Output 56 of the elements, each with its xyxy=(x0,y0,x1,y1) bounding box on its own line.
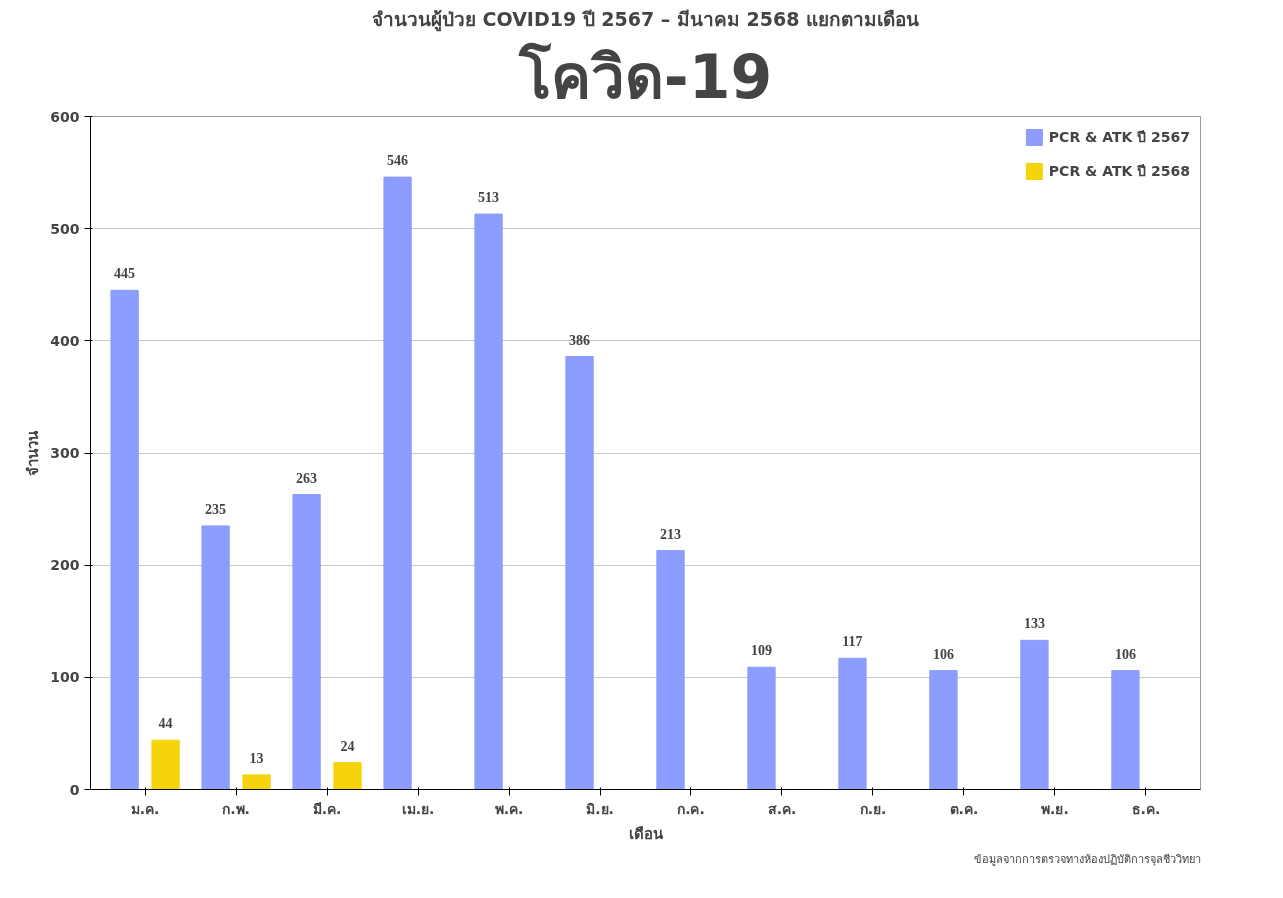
y-tick-label: 500 xyxy=(50,220,80,237)
data-label: 106 xyxy=(932,646,954,662)
y-tick-label: 600 xyxy=(50,108,80,125)
x-tick-label: ก.พ. xyxy=(222,800,250,817)
bar xyxy=(1020,639,1049,790)
y-tick-label: 400 xyxy=(50,332,80,349)
data-label: 133 xyxy=(1023,616,1045,632)
data-label: 235 xyxy=(205,501,227,517)
x-tick-label: เม.ย. xyxy=(401,800,435,817)
x-tick-label: มิ.ย. xyxy=(586,800,614,817)
bar xyxy=(838,657,867,790)
x-tick-label: ต.ค. xyxy=(949,800,979,817)
bar xyxy=(1111,670,1140,790)
data-label: 117 xyxy=(842,634,863,650)
chart-title: จำนวนผู้ป่วย COVID19 ปี 2567 – มีนาคม 2568 แยกตามเดือน xyxy=(371,7,920,32)
bar xyxy=(292,494,321,790)
data-label: 44 xyxy=(158,716,173,732)
x-tick-label: ม.ค. xyxy=(130,800,160,817)
bar xyxy=(110,289,139,790)
y-tick-label: 100 xyxy=(50,669,80,686)
bar xyxy=(929,670,958,790)
data-label: 263 xyxy=(296,470,318,486)
chart-subtitle: โควิด-19 xyxy=(517,41,773,112)
x-tick-label: ก.ค. xyxy=(677,800,705,817)
data-label: 513 xyxy=(478,190,500,206)
x-tick-label: ส.ค. xyxy=(767,800,797,817)
y-tick-label: 0 xyxy=(69,781,80,798)
data-label: 445 xyxy=(114,266,136,282)
y-tick-label: 200 xyxy=(50,557,80,574)
bar xyxy=(151,739,180,790)
y-tick-label: 300 xyxy=(50,445,80,461)
x-tick-label: ก.ย. xyxy=(859,800,887,817)
bar xyxy=(383,176,412,790)
bar xyxy=(747,666,776,790)
x-axis-title: เดือน xyxy=(628,824,664,843)
bar xyxy=(565,356,594,790)
y-axis-title: จำนวน xyxy=(24,429,43,476)
text: ข้อมูลจากการตรวจทางห้องปฏิบัติการจุลชีววิทยา xyxy=(973,852,1201,866)
x-tick-label: มี.ค. xyxy=(312,800,342,817)
bar xyxy=(656,550,685,790)
data-label: 24 xyxy=(340,738,355,754)
data-label: 13 xyxy=(249,750,264,766)
bar xyxy=(333,762,362,790)
data-label: 386 xyxy=(569,332,591,348)
legend-label: PCR & ATK ปี 2568 xyxy=(1048,162,1190,181)
x-tick-label: พ.ย. xyxy=(1041,800,1069,817)
data-label: 109 xyxy=(751,643,772,659)
data-label: 546 xyxy=(387,153,409,169)
bar xyxy=(242,774,271,790)
data-label: 213 xyxy=(660,526,682,542)
x-tick-label: ธ.ค. xyxy=(1131,800,1161,817)
x-tick-label: พ.ค. xyxy=(494,800,524,817)
legend-label: PCR & ATK ปี 2567 xyxy=(1048,128,1190,147)
bar xyxy=(201,525,230,790)
data-label: 106 xyxy=(1114,646,1136,662)
bar xyxy=(474,213,503,790)
